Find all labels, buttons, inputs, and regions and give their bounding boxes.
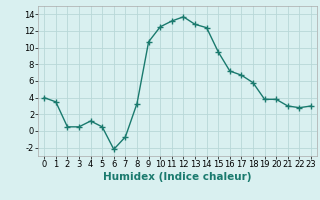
X-axis label: Humidex (Indice chaleur): Humidex (Indice chaleur) (103, 172, 252, 182)
